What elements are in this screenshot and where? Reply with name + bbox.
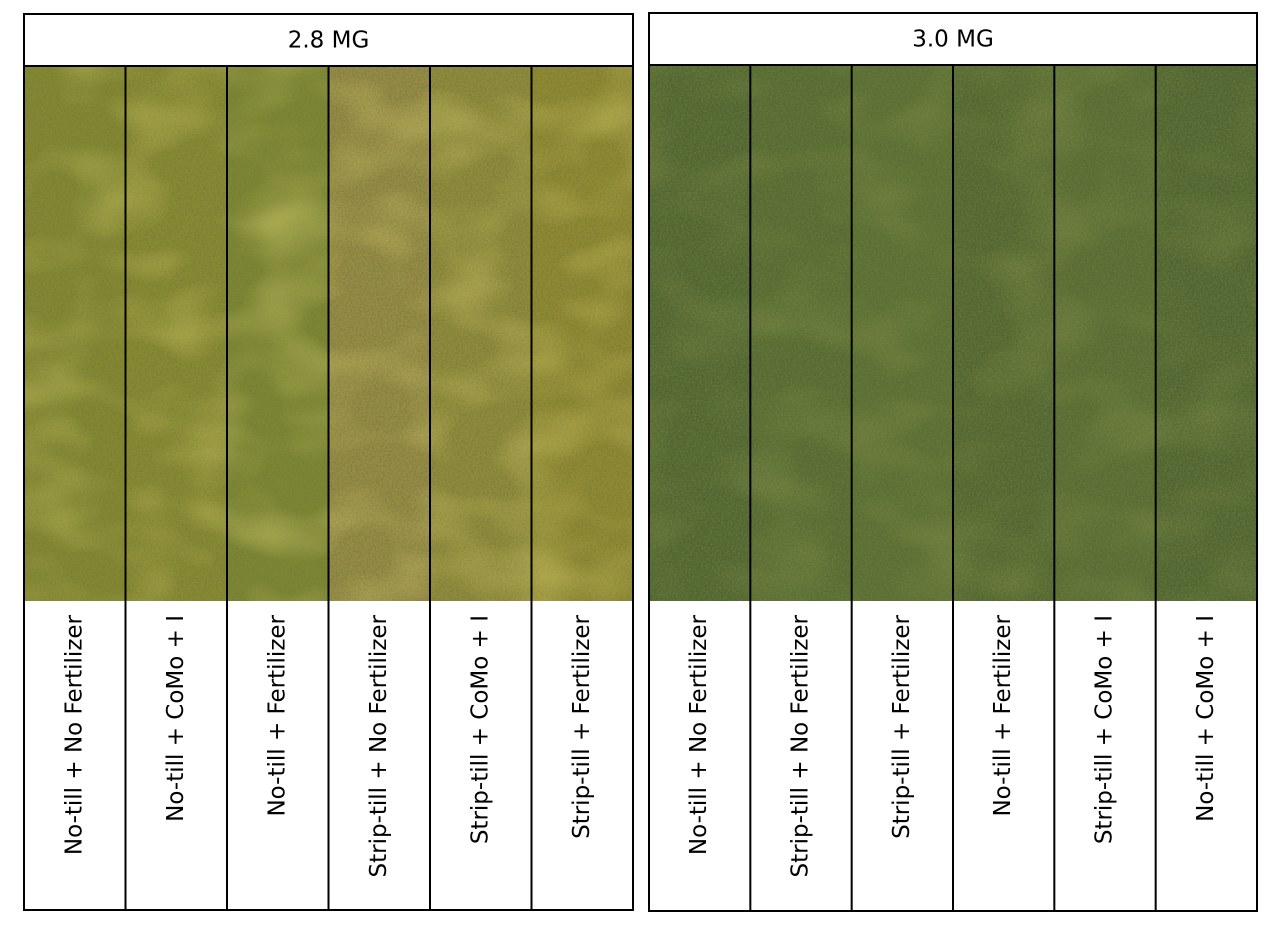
plot-label: No-till + No Fertilizer (686, 614, 712, 855)
plot-label: Strip-till + CoMo + I (1092, 615, 1118, 844)
plot-label: No-till + CoMo + I (163, 615, 189, 822)
panel-border (648, 64, 1258, 912)
plot-label: No-till + No Fertilizer (61, 614, 87, 855)
panel-border (23, 65, 634, 911)
plot-label: No-till + CoMo + I (1193, 615, 1219, 822)
panel-header (648, 12, 1258, 66)
plot-label: No-till + Fertilizer (264, 614, 290, 816)
plot-label: Strip-till + Fertilizer (569, 614, 595, 838)
plot-label: No-till + Fertilizer (990, 614, 1016, 816)
plot-label: Strip-till + Fertilizer (889, 614, 915, 838)
panel-header (23, 13, 634, 67)
plot-label: Strip-till + No Fertilizer (788, 614, 814, 877)
panel: 2.8 MG No-till + No Fertilizer No-till + C… (23, 13, 634, 911)
plot-label: Strip-till + No Fertilizer (366, 614, 392, 877)
panel-title: 3.0 MG (912, 27, 994, 53)
panel: 3.0 MG No-till + No Fertilizer Strip-till … (648, 12, 1258, 912)
plot-label: Strip-till + CoMo + I (467, 615, 493, 844)
panel-title: 2.8 MG (288, 28, 370, 54)
